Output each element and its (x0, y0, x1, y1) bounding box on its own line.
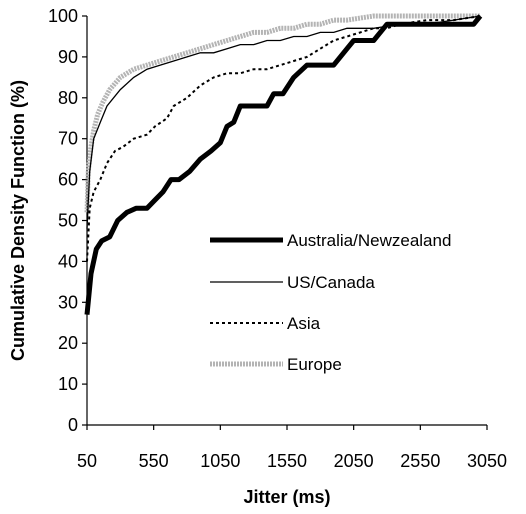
x-tick-label: 1550 (267, 451, 307, 471)
y-tick-label: 100 (48, 6, 78, 26)
x-tick-label: 3050 (467, 451, 507, 471)
legend-label-asia: Asia (287, 314, 321, 333)
x-tick-label: 50 (77, 451, 97, 471)
series-line-us-canada (86, 15, 481, 229)
x-axis-title: Jitter (ms) (243, 487, 330, 507)
x-tick-label: 2050 (334, 451, 374, 471)
x-tick-label: 550 (139, 451, 169, 471)
y-tick-label: 90 (58, 47, 78, 67)
series-line-australia-newzealand (84, 14, 483, 315)
y-tick-label: 20 (58, 333, 78, 353)
y-tick-label: 30 (58, 292, 78, 312)
axes-layer: 0 10 20 30 40 50 60 70 80 90 100 50 550 1050 1550 2050 2… (48, 6, 507, 471)
y-tick-label: 10 (58, 374, 78, 394)
legend-label-australia-newzealand: Australia/Newzealand (287, 231, 451, 250)
legend-label-europe: Europe (287, 355, 342, 374)
legend-label-us-canada: US/Canada (287, 273, 375, 292)
y-tick-label: 70 (58, 129, 78, 149)
y-tick-label: 0 (68, 415, 78, 435)
y-tick-label: 80 (58, 88, 78, 108)
y-tick-label: 40 (58, 251, 78, 271)
y-tick-label: 60 (58, 170, 78, 190)
series-layer (84, 13, 483, 315)
series-line-europe (84, 13, 481, 213)
x-tick-label: 1050 (200, 451, 240, 471)
series-line-asia (86, 15, 481, 262)
legend: Australia/Newzealand US/Canada Asia Europe (210, 231, 451, 374)
y-tick-label: 50 (58, 211, 78, 231)
x-tick-label: 2550 (400, 451, 440, 471)
y-axis-title: Cumulative Density Function (%) (8, 80, 28, 361)
